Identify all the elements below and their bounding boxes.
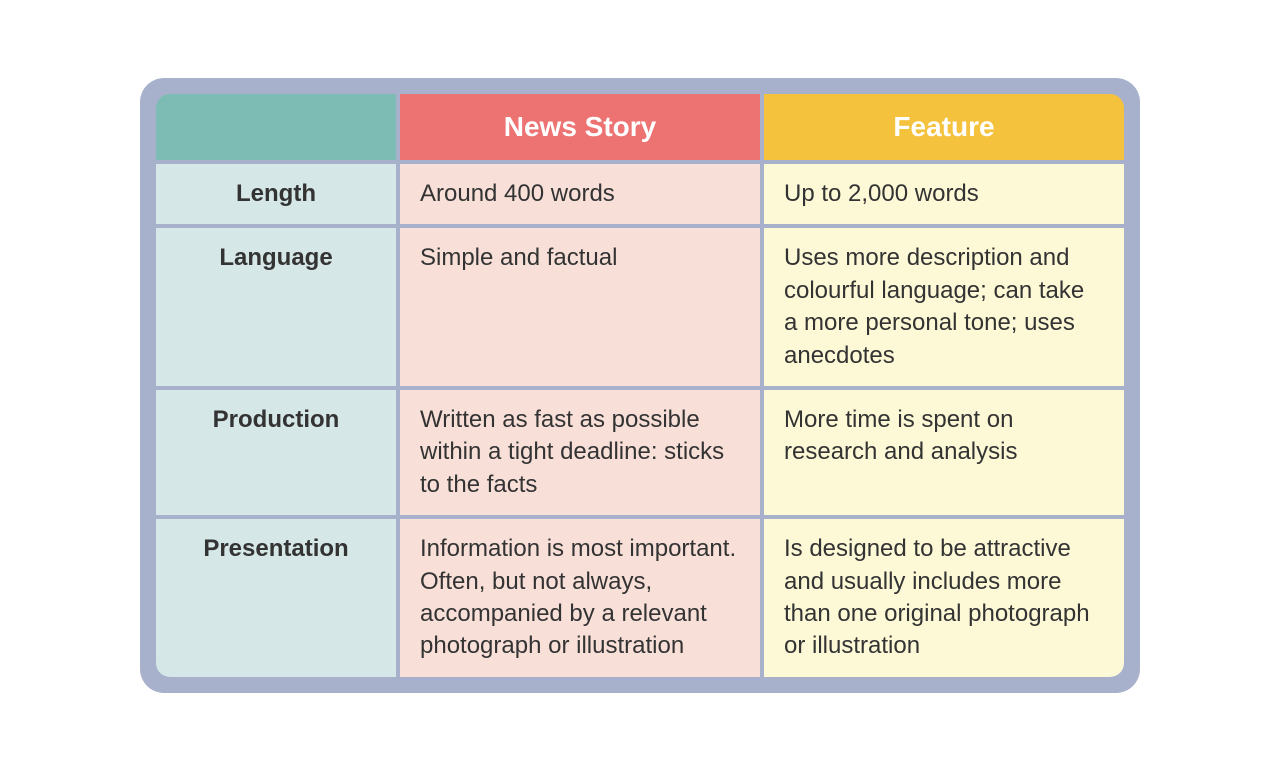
cell-length-news: Around 400 words xyxy=(400,164,760,224)
header-feature: Feature xyxy=(764,94,1124,160)
table-header-row: News Story Feature xyxy=(156,94,1124,160)
cell-presentation-news: Information is most important. Often, bu… xyxy=(400,519,760,677)
row-label-language: Language xyxy=(156,228,396,386)
row-label-presentation: Presentation xyxy=(156,519,396,677)
cell-language-feature: Uses more description and colourful lang… xyxy=(764,228,1124,386)
cell-presentation-feature: Is designed to be attractive and usually… xyxy=(764,519,1124,677)
table-row: Language Simple and factual Uses more de… xyxy=(156,228,1124,386)
header-news-story: News Story xyxy=(400,94,760,160)
cell-length-feature: Up to 2,000 words xyxy=(764,164,1124,224)
comparison-table: News Story Feature Length Around 400 wor… xyxy=(152,90,1128,680)
table-row: Production Written as fast as possible w… xyxy=(156,390,1124,515)
table-row: Presentation Information is most importa… xyxy=(156,519,1124,677)
comparison-table-container: News Story Feature Length Around 400 wor… xyxy=(140,78,1140,692)
cell-production-feature: More time is spent on research and analy… xyxy=(764,390,1124,515)
row-label-production: Production xyxy=(156,390,396,515)
table-row: Length Around 400 words Up to 2,000 word… xyxy=(156,164,1124,224)
cell-production-news: Written as fast as possible within a tig… xyxy=(400,390,760,515)
cell-language-news: Simple and factual xyxy=(400,228,760,386)
header-empty-corner xyxy=(156,94,396,160)
row-label-length: Length xyxy=(156,164,396,224)
